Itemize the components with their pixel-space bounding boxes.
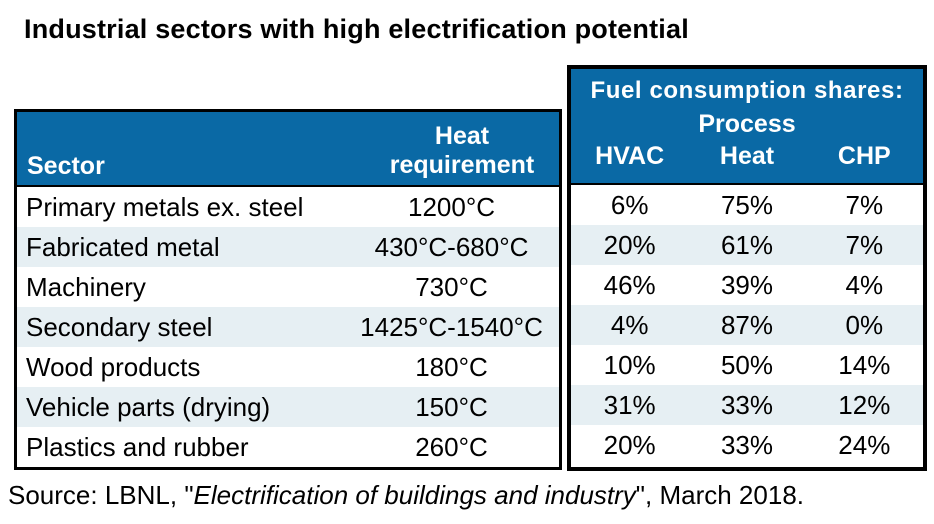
table-row: 4% 87% 0%: [571, 305, 923, 345]
heat-requirement-cell: 260°C: [415, 431, 488, 462]
sector-cell: Secondary steel: [26, 311, 213, 342]
table-row: Plastics and rubber 260°C: [17, 427, 559, 467]
table-row: Fabricated metal 430°C-680°C: [17, 227, 559, 267]
left-table-header: Sector Heat requirement: [17, 112, 559, 187]
process-heat-cell: 75%: [720, 189, 774, 220]
process-heat-cell: 87%: [720, 309, 774, 340]
page-title: Industrial sectors with high electrifica…: [24, 14, 689, 44]
sector-cell: Primary metals ex. steel: [26, 191, 304, 222]
hvac-cell: 4%: [610, 309, 649, 340]
table-row: 6% 75% 7%: [571, 185, 923, 225]
source-citation-title: Electrification of buildings and industr…: [193, 480, 636, 510]
chp-cell: 0%: [845, 309, 884, 340]
table-row: 31% 33% 12%: [571, 385, 923, 425]
process-heat-header-line1: Process: [698, 110, 796, 138]
chp-cell: 12%: [838, 389, 891, 420]
source-note: Source: LBNL, "Electrification of buildi…: [8, 480, 804, 511]
fuel-shares-subcolumns: HVAC Process Heat CHP: [571, 108, 923, 172]
chp-cell: 24%: [838, 429, 891, 460]
process-heat-cell: 33%: [720, 389, 774, 420]
heat-requirement-cell: 150°C: [415, 391, 488, 422]
hvac-cell: 10%: [603, 349, 656, 380]
table-row: Wood products 180°C: [17, 347, 559, 387]
sector-cell: Vehicle parts (drying): [26, 391, 271, 422]
table-row: 10% 50% 14%: [571, 345, 923, 385]
table-row: Machinery 730°C: [17, 267, 559, 307]
fuel-shares-group-label: Fuel consumption shares:: [590, 77, 904, 104]
sector-table-block: Sector Heat requirement Primary metals e…: [14, 109, 562, 470]
heat-requirement-cell: 180°C: [415, 351, 488, 382]
table-row: 20% 33% 24%: [571, 425, 923, 465]
process-heat-header-line2: Heat: [719, 142, 775, 170]
chp-cell: 7%: [845, 229, 884, 260]
process-heat-cell: 39%: [720, 269, 774, 300]
heat-requirement-cell: 1425°C-1540°C: [360, 311, 543, 342]
sector-column-header: Sector: [27, 152, 105, 180]
sector-cell: Fabricated metal: [26, 231, 220, 262]
chp-cell: 7%: [845, 189, 884, 220]
process-heat-column-header: Process Heat: [688, 108, 805, 172]
table-row: 20% 61% 7%: [571, 225, 923, 265]
sector-cell: Machinery: [26, 271, 146, 302]
table-row: Secondary steel 1425°C-1540°C: [17, 307, 559, 347]
chp-cell: 14%: [838, 349, 891, 380]
table-row: Primary metals ex. steel 1200°C: [17, 187, 559, 227]
heat-requirement-cell: 730°C: [415, 271, 488, 302]
hvac-cell: 20%: [603, 429, 656, 460]
hvac-column-header: HVAC: [595, 142, 665, 170]
chp-column-header: CHP: [837, 142, 891, 170]
process-heat-cell: 33%: [720, 429, 774, 460]
sector-cell: Wood products: [26, 351, 201, 382]
fuel-shares-block: Fuel consumption shares: HVAC Process He…: [567, 65, 927, 471]
process-heat-cell: 50%: [720, 349, 774, 380]
hvac-cell: 6%: [610, 189, 649, 220]
table-row: 46% 39% 4%: [571, 265, 923, 305]
sector-cell: Plastics and rubber: [26, 431, 249, 462]
source-suffix: ", March 2018.: [635, 480, 804, 510]
hvac-cell: 20%: [603, 229, 656, 260]
heat-requirement-cell: 430°C-680°C: [374, 231, 529, 262]
heat-requirement-header-line2: requirement: [389, 151, 535, 179]
source-prefix: Source: LBNL, ": [8, 480, 194, 510]
fuel-shares-header: Fuel consumption shares: HVAC Process He…: [571, 69, 923, 185]
hvac-cell: 46%: [603, 269, 656, 300]
heat-requirement-header-line1: Heat: [434, 122, 490, 150]
heat-requirement-column-header: Heat requirement: [369, 122, 555, 180]
heat-requirement-cell: 1200°C: [407, 191, 495, 222]
chp-cell: 4%: [845, 269, 884, 300]
hvac-cell: 31%: [603, 389, 656, 420]
process-heat-cell: 61%: [720, 229, 774, 260]
table-row: Vehicle parts (drying) 150°C: [17, 387, 559, 427]
